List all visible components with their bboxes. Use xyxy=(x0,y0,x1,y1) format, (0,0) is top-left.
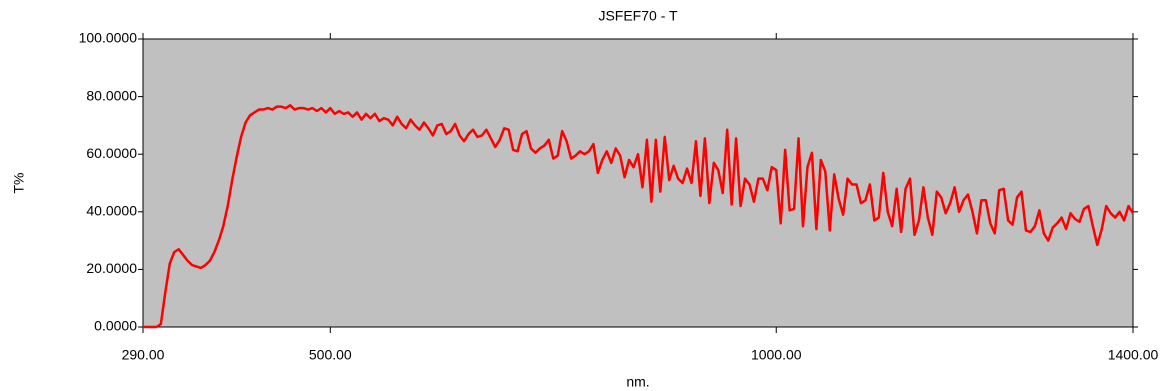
y-tick-label: 40.0000 xyxy=(86,203,137,219)
x-tick-label: 500.00 xyxy=(309,347,352,363)
x-tick-label: 290.00 xyxy=(122,347,165,363)
x-tick-label: 1000.00 xyxy=(751,347,802,363)
x-axis-label: nm. xyxy=(626,374,649,390)
data-line xyxy=(143,103,1135,329)
y-axis-label: T% xyxy=(11,173,27,194)
y-tick-label: 80.0000 xyxy=(86,87,137,103)
plot-area xyxy=(142,38,1134,328)
y-tick-label: 100.0000 xyxy=(79,30,138,46)
y-tick-label: 60.0000 xyxy=(86,145,137,161)
x-tick-label: 1400.00 xyxy=(1108,347,1159,363)
chart-title: JSFEF70 - T xyxy=(598,8,678,24)
y-tick-label: 20.0000 xyxy=(86,260,137,276)
y-tick-label: 0.0000 xyxy=(94,318,137,334)
